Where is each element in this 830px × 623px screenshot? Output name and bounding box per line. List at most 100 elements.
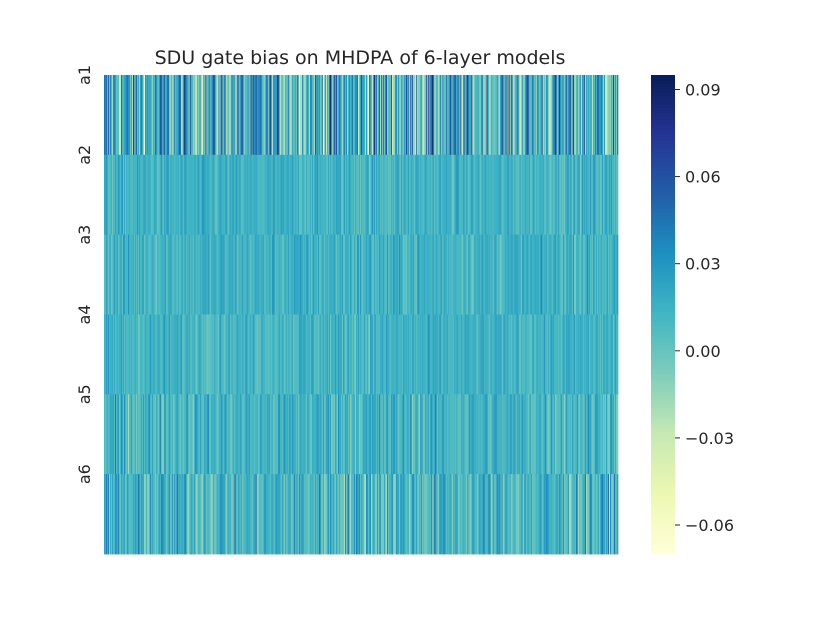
heatmap-cell	[493, 75, 495, 156]
heatmap-cell	[609, 75, 612, 156]
heatmap-cell	[437, 474, 439, 555]
heatmap-cell	[421, 154, 423, 236]
heatmap-cell	[419, 234, 421, 315]
heatmap-cell	[367, 75, 369, 156]
heatmap-cell	[280, 394, 283, 475]
heatmap-cell	[246, 474, 248, 555]
heatmap-cell	[346, 234, 349, 315]
heatmap-cell	[126, 314, 128, 395]
heatmap-cell	[234, 314, 236, 395]
heatmap-cell	[554, 75, 557, 156]
heatmap-cell	[449, 75, 451, 156]
heatmap-cell	[550, 154, 553, 236]
heatmap-cell	[387, 394, 389, 475]
heatmap-cell	[374, 394, 376, 475]
heatmap-cell	[194, 75, 196, 156]
heatmap-cell	[293, 234, 296, 315]
heatmap-cell	[601, 394, 604, 475]
heatmap-cell	[257, 314, 259, 395]
heatmap-cell	[613, 154, 616, 236]
heatmap-cell	[581, 394, 584, 475]
colorbar-segment	[651, 281, 675, 286]
heatmap-cell	[146, 75, 148, 156]
heatmap-cell	[298, 474, 301, 555]
heatmap-cell	[130, 394, 132, 475]
heatmap-cell	[303, 474, 306, 555]
heatmap-cell	[130, 474, 132, 555]
heatmap-cell	[151, 314, 153, 395]
heatmap-cell	[608, 474, 611, 555]
heatmap-cell	[301, 234, 304, 315]
heatmap-cell	[192, 234, 194, 315]
heatmap-cell	[275, 314, 278, 395]
heatmap-cell	[139, 474, 141, 555]
heatmap-cell	[151, 394, 153, 475]
heatmap-cell	[455, 314, 457, 395]
heatmap-cell	[236, 474, 238, 555]
heatmap-cell	[557, 234, 560, 315]
heatmap-cell	[384, 154, 386, 236]
heatmap-cell	[187, 154, 189, 236]
heatmap-cell	[612, 75, 615, 156]
heatmap-cell	[391, 234, 393, 315]
colorbar-segment	[651, 485, 675, 489]
heatmap-cell	[352, 75, 355, 156]
heatmap-cell	[421, 394, 423, 475]
heatmap-cell	[207, 474, 209, 555]
colorbar-segment	[651, 431, 675, 435]
heatmap-cell	[212, 474, 214, 555]
heatmap-cell	[168, 474, 170, 555]
heatmap-cell	[164, 75, 166, 156]
heatmap-cell	[248, 234, 250, 315]
heatmap-cell	[334, 154, 337, 236]
heatmap-cell	[176, 154, 178, 236]
heatmap-cell	[179, 474, 181, 555]
heatmap-cell	[299, 234, 302, 315]
heatmap-cell	[120, 314, 122, 395]
colorbar-segment	[651, 437, 675, 441]
heatmap-cell	[235, 314, 237, 395]
colorbar-segment	[651, 152, 675, 157]
heatmap-cell	[467, 75, 469, 156]
heatmap-cell	[396, 314, 398, 395]
heatmap-cell	[614, 314, 617, 395]
heatmap-cell	[196, 234, 198, 315]
heatmap-cell	[301, 394, 304, 475]
heatmap-cell	[211, 474, 213, 555]
colorbar-segment	[651, 362, 675, 366]
heatmap-cell	[386, 314, 388, 395]
heatmap-cell	[131, 75, 133, 156]
heatmap-cell	[613, 394, 616, 475]
colorbar-segment	[651, 278, 675, 283]
heatmap-cell	[390, 394, 392, 475]
heatmap-cell	[420, 154, 422, 236]
heatmap-cell	[261, 154, 263, 236]
heatmap-cell	[314, 75, 317, 156]
heatmap-cell	[522, 394, 524, 475]
heatmap-cell	[275, 154, 278, 236]
heatmap-cell	[457, 394, 459, 475]
heatmap-cell	[417, 314, 419, 395]
heatmap-cell	[476, 474, 478, 555]
heatmap-cell	[456, 474, 458, 555]
heatmap-cell	[246, 394, 248, 475]
heatmap-cell	[261, 394, 263, 475]
heatmap-cell	[385, 474, 387, 555]
heatmap-cell	[577, 474, 580, 555]
heatmap-cell	[572, 234, 575, 315]
heatmap-cell	[563, 474, 566, 555]
heatmap-cell	[291, 314, 294, 395]
heatmap-cell	[141, 474, 143, 555]
colorbar-segment	[651, 242, 675, 247]
heatmap-cell	[290, 75, 293, 156]
heatmap-cell	[428, 234, 430, 315]
heatmap-cell	[300, 75, 303, 156]
heatmap-cell	[564, 474, 567, 555]
heatmap-cell	[469, 154, 471, 236]
heatmap-cell	[220, 394, 222, 475]
heatmap-cell	[496, 234, 498, 315]
heatmap-cell	[474, 75, 476, 156]
heatmap-cell	[180, 154, 182, 236]
heatmap-cell	[105, 234, 107, 315]
heatmap-cell	[202, 314, 204, 395]
